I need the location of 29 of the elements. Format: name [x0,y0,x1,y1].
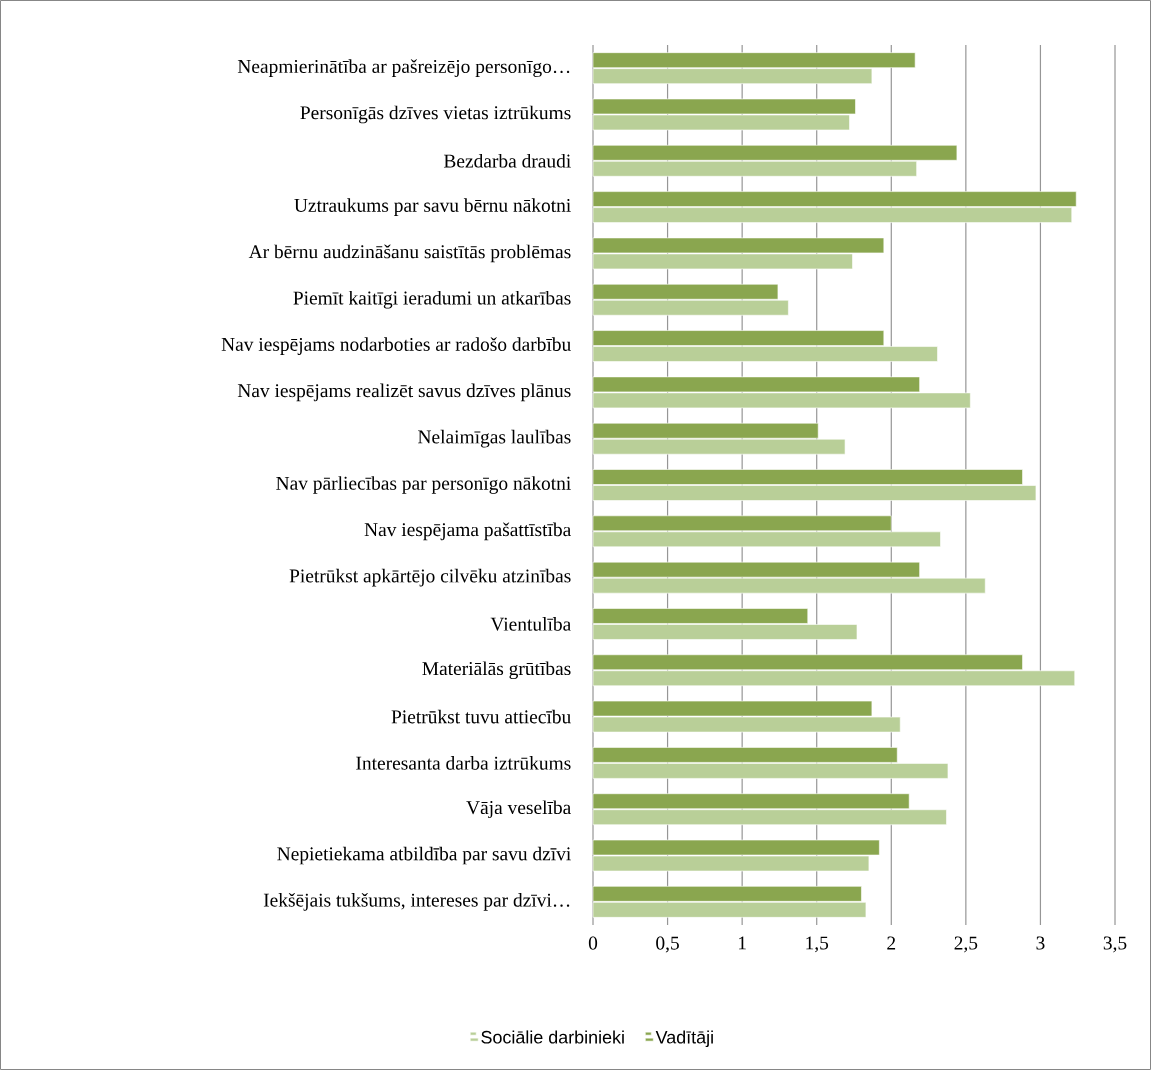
y-tick-label: Neapmierinātība ar pašreizējo personīgo… [237,59,570,78]
y-tick-label: Nepietiekama atbildība par savu dzīvi [277,846,571,865]
y-tick-label: Vientulība [490,617,571,631]
x-tick-label: 1 [738,936,746,950]
x-tick-label: 2,5 [954,936,978,953]
y-tick-label: Vāja veselība [466,800,571,819]
y-tick-label: Materiālās grūtības [422,661,571,680]
y-tick-label: Iekšējais tukšums, intereses par dzīvi… [263,893,570,911]
y-tick-label: Ar bērnu audzināšanu saistītās problēmas [248,244,571,263]
x-tick-label: 3 [1036,936,1045,950]
y-tick-label: Interesanta darba iztrūkums [356,756,571,770]
y-tick-label: Pietrūkst tuvu attiecību [391,709,571,724]
y-tick-label: Nav pārliecības par personīgo nākotni [276,476,571,494]
x-tick-label: 0 [588,936,598,950]
y-tick-label: Nav iespējams nodarboties ar radošo darbību [221,337,571,355]
y-tick-label: Personīgās dzīves vietas iztrūkums [300,105,571,124]
y-tick-label: Nav iespējams realizēt savus dzīves plānus [237,383,571,402]
y-tick-label: Nelaimīgas laulības [418,429,571,448]
y-tick-label: Piemīt kaitīgi ieradumi un atkarības [293,290,571,309]
legend-label: Vadītāji [655,1030,713,1048]
legend-label: Sociālie darbinieki [481,1030,624,1044]
x-tick-label: 0,5 [656,936,679,953]
y-tick-label: Uztraukums par savu bērnu nākotni [294,198,571,216]
y-tick-label: Bezdarba draudi [443,153,571,168]
y-tick-label: Nav iespējama pašattīstība [364,522,571,541]
y-tick-label: Pietrūkst apkārtējo cilvēku atzinības [289,568,571,587]
x-tick-label: 1,5 [806,936,829,953]
x-tick-label: 2 [887,936,896,950]
x-tick-label: 3,5 [1103,936,1127,953]
